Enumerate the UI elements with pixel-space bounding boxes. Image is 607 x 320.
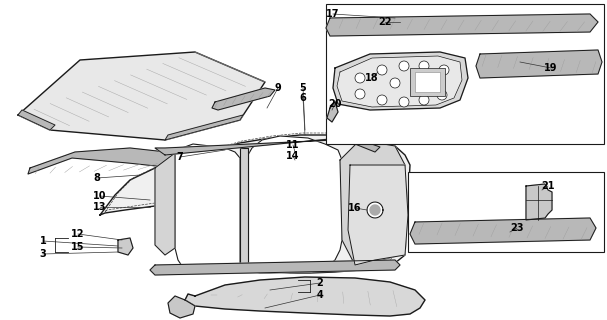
Text: 7: 7 — [177, 152, 183, 162]
Polygon shape — [367, 202, 383, 218]
Polygon shape — [240, 148, 248, 270]
Text: 6: 6 — [300, 93, 307, 103]
Text: 17: 17 — [326, 9, 340, 19]
Bar — [408, 172, 604, 252]
Circle shape — [355, 89, 365, 99]
Text: 23: 23 — [510, 223, 524, 233]
Bar — [326, 4, 604, 144]
Text: 16: 16 — [348, 203, 362, 213]
Polygon shape — [333, 52, 468, 110]
Polygon shape — [168, 296, 195, 318]
Polygon shape — [526, 184, 552, 220]
Polygon shape — [18, 110, 55, 130]
Polygon shape — [28, 148, 200, 174]
Text: 22: 22 — [378, 17, 392, 27]
Polygon shape — [118, 238, 133, 255]
Text: 15: 15 — [71, 242, 85, 252]
Text: 12: 12 — [71, 229, 85, 239]
Polygon shape — [340, 140, 405, 265]
Polygon shape — [165, 115, 243, 140]
Polygon shape — [476, 50, 602, 78]
Bar — [410, 68, 445, 96]
Text: 10: 10 — [93, 191, 107, 201]
Polygon shape — [100, 135, 410, 273]
Text: 8: 8 — [93, 173, 100, 183]
Polygon shape — [18, 52, 265, 140]
Polygon shape — [175, 144, 240, 270]
Circle shape — [399, 61, 409, 71]
Circle shape — [419, 95, 429, 105]
Circle shape — [437, 90, 447, 100]
Text: 14: 14 — [287, 151, 300, 161]
Bar — [415, 72, 440, 92]
Circle shape — [399, 97, 409, 107]
Circle shape — [390, 78, 400, 88]
Polygon shape — [185, 277, 425, 316]
Polygon shape — [348, 165, 408, 265]
Polygon shape — [150, 260, 400, 275]
Polygon shape — [370, 205, 380, 215]
Text: 18: 18 — [365, 73, 379, 83]
Text: 5: 5 — [300, 83, 307, 93]
Polygon shape — [337, 56, 462, 107]
Text: 20: 20 — [328, 99, 342, 109]
Text: 1: 1 — [39, 236, 46, 246]
Circle shape — [377, 65, 387, 75]
Circle shape — [419, 61, 429, 71]
Circle shape — [377, 95, 387, 105]
Text: 13: 13 — [93, 202, 107, 212]
Polygon shape — [410, 218, 596, 244]
Text: 4: 4 — [317, 290, 324, 300]
Circle shape — [439, 65, 449, 75]
Polygon shape — [212, 88, 275, 110]
Text: 9: 9 — [274, 83, 282, 93]
Polygon shape — [155, 153, 175, 255]
Text: 11: 11 — [287, 140, 300, 150]
Polygon shape — [327, 102, 338, 122]
Polygon shape — [326, 14, 598, 36]
Circle shape — [355, 73, 365, 83]
Polygon shape — [248, 136, 342, 273]
Text: 3: 3 — [39, 249, 46, 259]
Polygon shape — [155, 138, 380, 155]
Text: 21: 21 — [541, 181, 555, 191]
Text: 19: 19 — [544, 63, 558, 73]
Text: 2: 2 — [317, 278, 324, 288]
